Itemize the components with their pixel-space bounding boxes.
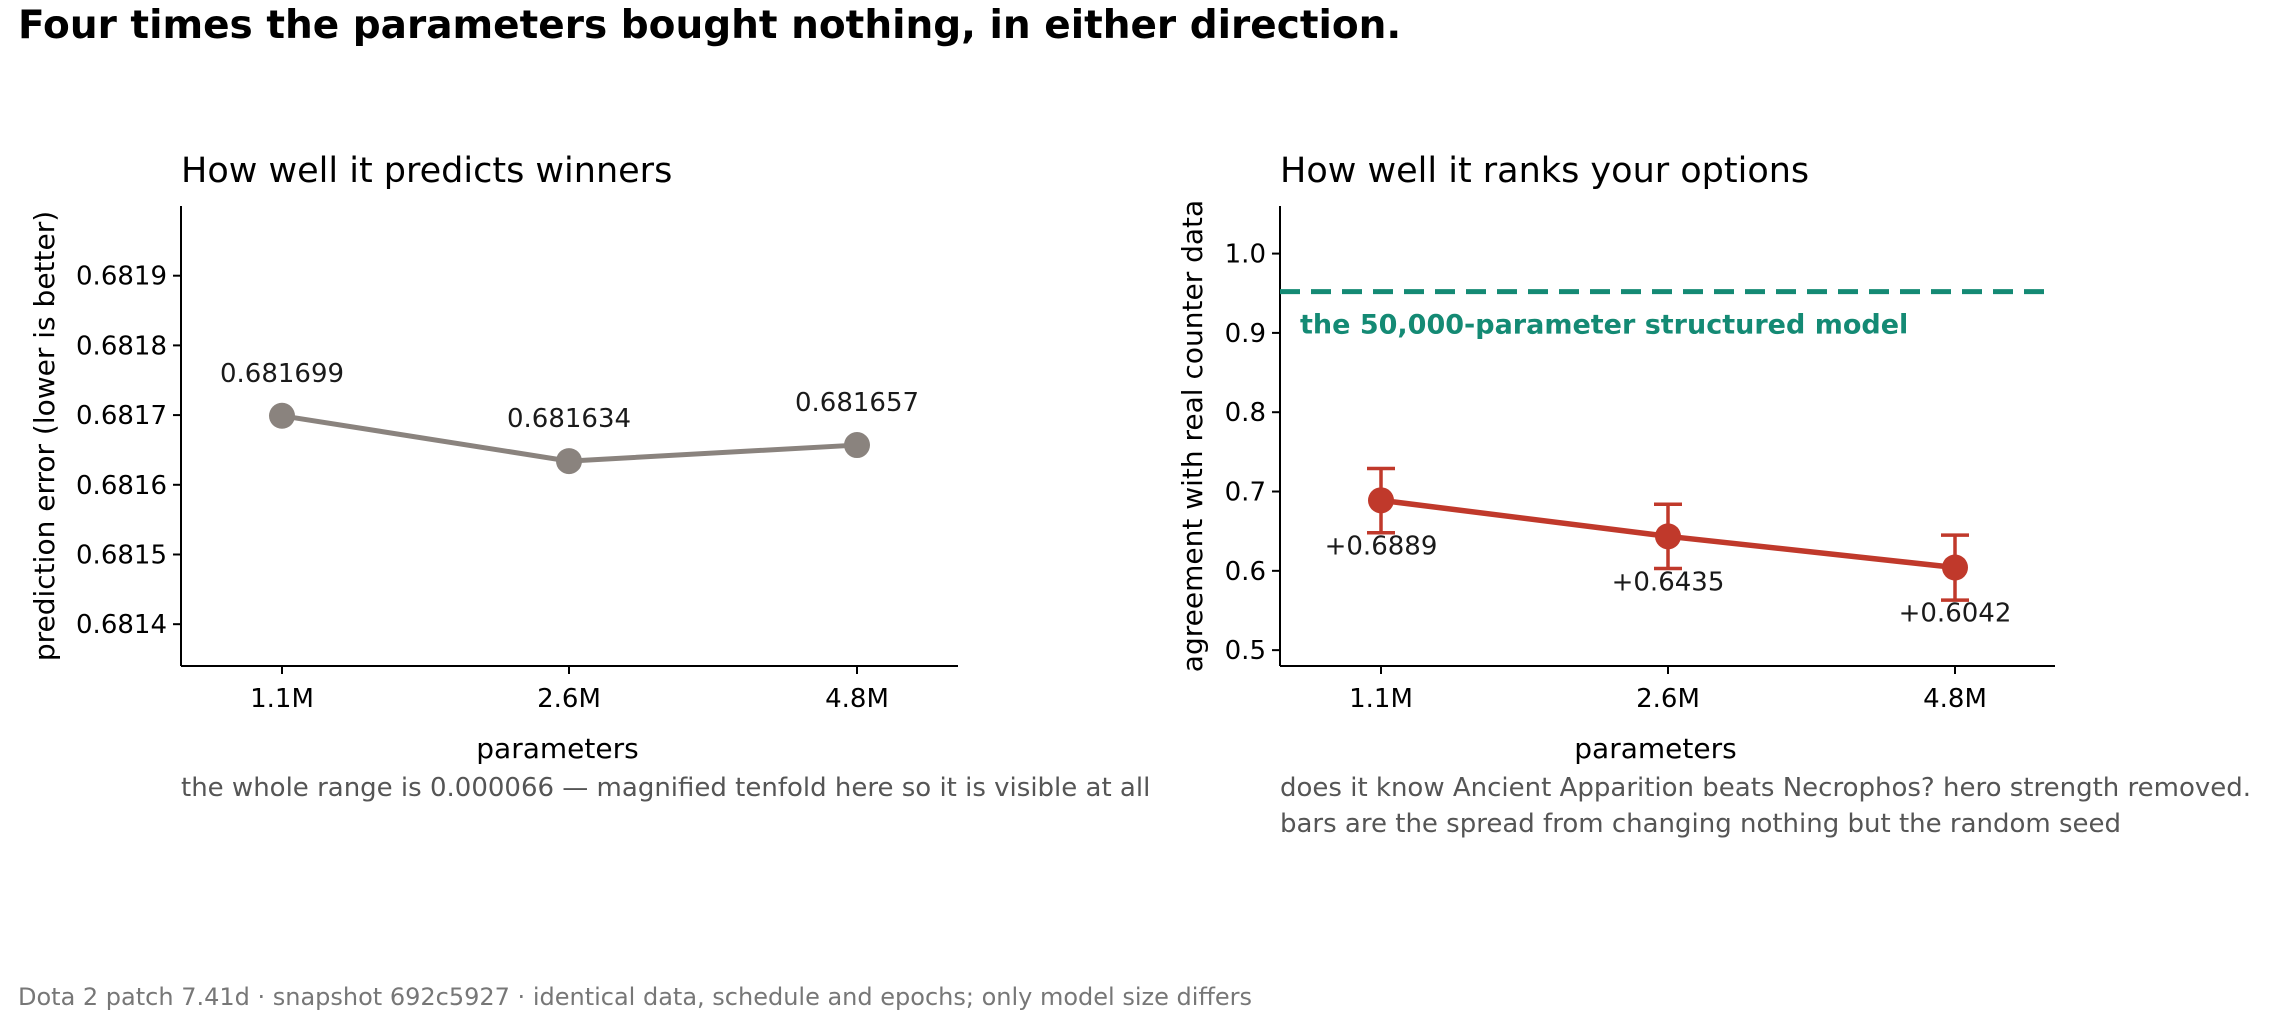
left-caption: the whole range is 0.000066 — magnified … [181,773,1150,803]
right-data-label: +0.6889 [1325,531,1438,561]
right-x-tick-label: 4.8M [1923,684,1987,714]
right-y-tick-label: 0.6 [1225,557,1266,587]
left-y-axis-label: prediction error (lower is better) [28,211,61,661]
left-data-point [844,432,870,459]
left-x-tick-label: 1.1M [250,684,314,714]
left-y-tick-label: 0.6818 [76,331,167,361]
right-x-tick-label: 1.1M [1349,684,1413,714]
left-y-tick-label: 0.6814 [76,610,167,640]
left-chart-title: How well it predicts winners [181,151,672,191]
left-x-tick-label: 2.6M [537,684,601,714]
right-panel: How well it ranks your options 0.5 0.6 0.7 0… [1176,151,2251,839]
right-caption: bars are the spread from changing nothin… [1280,809,2121,839]
left-data-label: 0.681634 [507,404,631,434]
right-data-point [1368,487,1394,514]
right-y-axis-label: agreement with real counter data [1176,200,1209,672]
left-panel: How well it predicts winners 0.6814 0.6815… [28,151,1151,803]
right-chart-title: How well it ranks your options [1280,151,1809,191]
right-caption: does it know Ancient Apparition beats Ne… [1280,773,2251,803]
right-data-point [1942,554,1968,581]
left-y-tick-label: 0.6817 [76,401,167,431]
left-data-point [269,402,295,429]
left-y-tick-label: 0.6816 [76,471,167,501]
right-data-point [1655,523,1681,550]
right-y-tick-label: 0.8 [1225,398,1266,428]
chart-main-title: Four times the parameters bought nothing… [18,3,1401,48]
right-data-label: +0.6435 [1612,567,1725,597]
left-x-tick-label: 4.8M [825,684,889,714]
right-y-tick-label: 1.0 [1225,240,1266,270]
footer-note: Dota 2 patch 7.41d · snapshot 692c5927 ·… [18,983,1252,1011]
right-x-tick-label: 2.6M [1636,684,1700,714]
left-y-tick-label: 0.6819 [76,262,167,292]
right-y-tick-label: 0.9 [1225,319,1266,349]
right-y-tick-label: 0.7 [1225,478,1266,508]
left-data-label: 0.681699 [220,359,344,389]
left-data-label: 0.681657 [795,388,919,418]
right-data-label: +0.6042 [1899,598,2012,628]
reference-label: the 50,000-parameter structured model [1300,310,1908,341]
left-x-axis-label: parameters [476,732,638,765]
right-x-axis-label: parameters [1574,732,1736,765]
left-y-tick-label: 0.6815 [76,540,167,570]
left-data-point [556,448,582,475]
right-y-tick-label: 0.5 [1225,636,1266,666]
